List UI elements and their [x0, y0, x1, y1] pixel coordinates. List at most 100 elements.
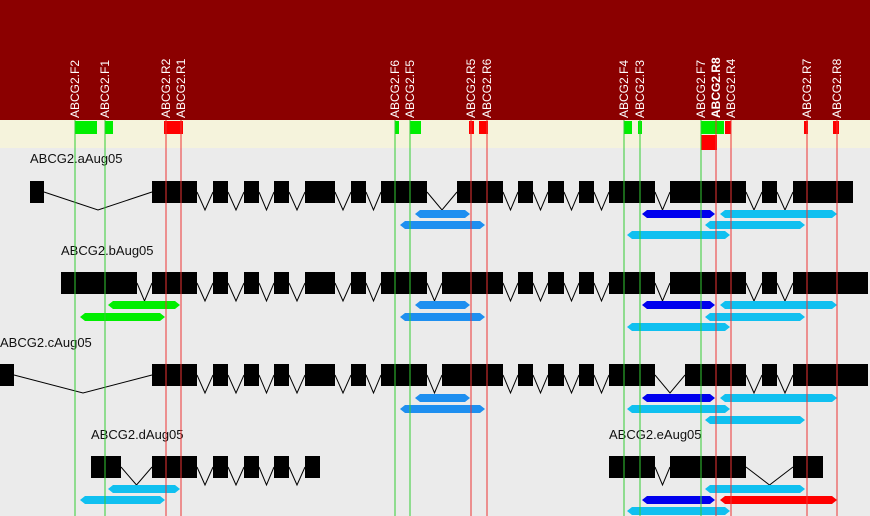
intron: [532, 191, 549, 212]
amplicon: [627, 323, 730, 331]
exon: [91, 456, 121, 478]
intron: [776, 374, 794, 395]
primer-box: [833, 121, 839, 134]
intron: [365, 282, 382, 303]
intron: [288, 374, 306, 395]
transcript-label: ABCG2.eAug05: [609, 427, 702, 442]
exon: [579, 364, 594, 386]
exon: [609, 181, 655, 203]
intron: [258, 466, 275, 487]
intron: [334, 282, 352, 303]
intron: [227, 282, 245, 303]
exon: [244, 272, 259, 294]
intron: [258, 282, 275, 303]
intron: [502, 191, 519, 212]
transcript-label: ABCG2.dAug05: [91, 427, 184, 442]
amplicon: [642, 496, 715, 504]
exon: [670, 272, 746, 294]
exon: [152, 272, 197, 294]
primer-box: [479, 121, 488, 134]
intron: [334, 374, 352, 395]
exon: [442, 272, 503, 294]
intron: [43, 191, 153, 211]
intron: [196, 191, 214, 212]
intron: [258, 191, 275, 212]
intron: [563, 374, 580, 395]
intron: [563, 191, 580, 212]
intron: [258, 374, 275, 395]
amplicon: [642, 210, 715, 218]
exon: [793, 456, 823, 478]
intron: [365, 374, 382, 395]
primer-box: [395, 121, 399, 134]
exon: [213, 272, 228, 294]
exon: [762, 364, 777, 386]
intron: [196, 374, 214, 395]
amplicon: [705, 221, 805, 229]
exon: [609, 456, 655, 478]
primer-label: ABCG2.R2: [159, 58, 173, 118]
primer-label: ABCG2.R1: [174, 58, 188, 118]
intron: [227, 191, 245, 212]
primer-label: ABCG2.F4: [617, 60, 631, 118]
exon: [518, 364, 533, 386]
primer-label: ABCG2.R8: [830, 58, 844, 118]
intron: [426, 374, 443, 395]
primer-box: [75, 121, 97, 134]
intron: [593, 191, 610, 212]
exon: [213, 364, 228, 386]
amplicon: [627, 231, 730, 239]
amplicon: [705, 313, 805, 321]
amplicon: [720, 496, 837, 504]
primer-box: [701, 121, 724, 134]
exon: [793, 181, 853, 203]
exon: [762, 272, 777, 294]
exon: [548, 181, 564, 203]
exon: [579, 181, 594, 203]
intron: [593, 282, 610, 303]
transcript-label: ABCG2.bAug05: [61, 243, 154, 258]
amplicon: [400, 313, 485, 321]
intron: [563, 282, 580, 303]
amplicon: [108, 301, 180, 309]
amplicon: [415, 394, 470, 402]
amplicon: [400, 405, 485, 413]
primer-label: ABCG2.F5: [403, 60, 417, 118]
intron: [227, 374, 245, 395]
transcript-label: ABCG2.aAug05: [30, 151, 123, 166]
exon: [244, 181, 259, 203]
exon: [305, 181, 335, 203]
primer-label: ABCG2.R5: [464, 58, 478, 118]
exon: [609, 272, 655, 294]
exon: [152, 364, 197, 386]
intron: [654, 374, 686, 394]
exon: [351, 364, 366, 386]
intron: [654, 466, 671, 487]
exon: [30, 181, 44, 203]
exon: [61, 272, 137, 294]
exon: [579, 272, 594, 294]
exon: [442, 364, 503, 386]
intron: [502, 374, 519, 395]
exon: [548, 364, 564, 386]
intron: [532, 282, 549, 303]
exon: [152, 181, 197, 203]
primer-label: ABCG2.R6: [480, 58, 494, 118]
amplicon: [627, 405, 730, 413]
exon: [274, 456, 289, 478]
primer-header: [0, 0, 870, 120]
exon: [305, 272, 335, 294]
amplicon: [80, 496, 165, 504]
exon: [274, 181, 289, 203]
primer-label: ABCG2.F6: [388, 60, 402, 118]
exon: [762, 181, 777, 203]
exon: [548, 272, 564, 294]
exon: [274, 364, 289, 386]
amplicon: [705, 416, 805, 424]
amplicon: [415, 210, 470, 218]
intron: [227, 466, 245, 487]
intron: [196, 466, 214, 487]
intron: [13, 374, 153, 394]
